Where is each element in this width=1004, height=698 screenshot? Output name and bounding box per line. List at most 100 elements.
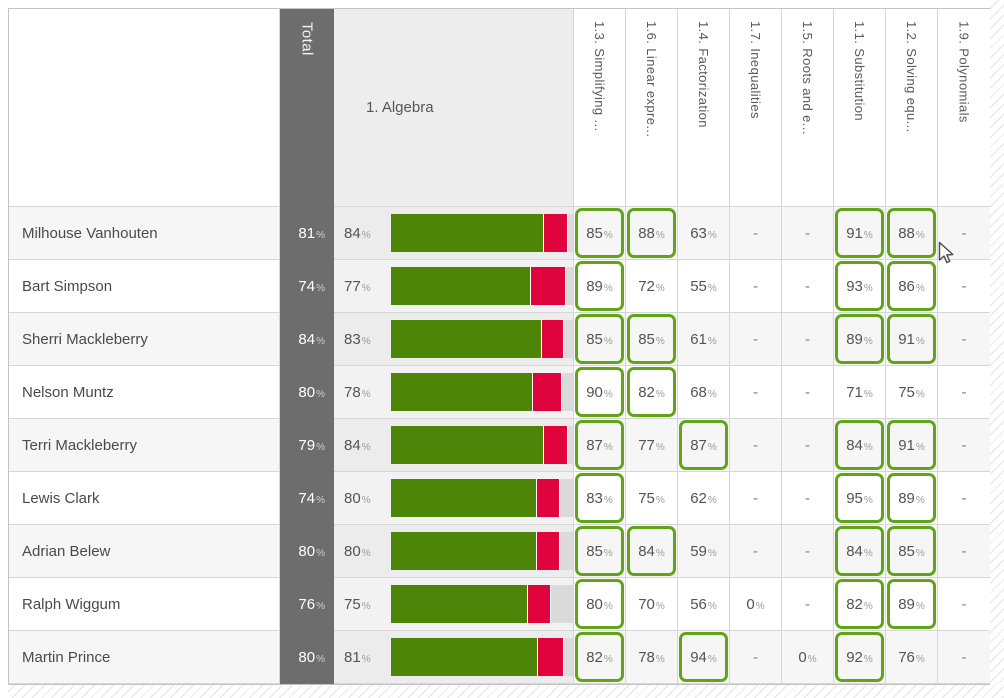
topic-score-cell[interactable]: - (782, 207, 834, 260)
algebra-score-cell[interactable]: 77% (334, 260, 574, 313)
topic-score-cell[interactable]: 85% (574, 313, 626, 366)
topic-score-cell[interactable]: 82% (574, 631, 626, 684)
topic-column-header[interactable]: 1.3. Simplifying ... (574, 9, 626, 207)
topic-score-cell[interactable]: 0% (730, 578, 782, 631)
topic-column-header[interactable]: 1.7. Inequalities (730, 9, 782, 207)
topic-score-cell[interactable]: - (938, 260, 990, 313)
topic-score-cell[interactable]: 88% (626, 207, 678, 260)
topic-score-cell[interactable]: 61% (678, 313, 730, 366)
student-name-cell[interactable]: Lewis Clark (9, 472, 280, 525)
student-name-cell[interactable]: Nelson Muntz (9, 366, 280, 419)
topic-score-cell[interactable]: - (730, 525, 782, 578)
topic-score-cell[interactable]: 82% (626, 366, 678, 419)
student-name-cell[interactable]: Adrian Belew (9, 525, 280, 578)
topic-score-cell[interactable]: 87% (574, 419, 626, 472)
topic-score-cell[interactable]: - (730, 366, 782, 419)
topic-score-cell[interactable]: 84% (626, 525, 678, 578)
topic-score-cell[interactable]: 82% (834, 578, 886, 631)
topic-score-cell[interactable]: 89% (574, 260, 626, 313)
algebra-score-cell[interactable]: 84% (334, 207, 574, 260)
student-name-cell[interactable]: Martin Prince (9, 631, 280, 684)
topic-score-cell[interactable]: 84% (834, 525, 886, 578)
topic-score-cell[interactable]: 77% (626, 419, 678, 472)
topic-score-cell[interactable]: 87% (678, 419, 730, 472)
topic-column-header[interactable]: 1.9. Polynomials (938, 9, 990, 207)
topic-score-cell[interactable]: 56% (678, 578, 730, 631)
topic-score-cell[interactable]: - (938, 207, 990, 260)
topic-score-cell[interactable]: - (782, 472, 834, 525)
topic-score-cell[interactable]: 71% (834, 366, 886, 419)
topic-score-cell[interactable]: - (730, 631, 782, 684)
algebra-score-cell[interactable]: 75% (334, 578, 574, 631)
topic-score-cell[interactable]: 78% (626, 631, 678, 684)
topic-score-cell[interactable]: 91% (834, 207, 886, 260)
topic-score-cell[interactable]: 85% (574, 207, 626, 260)
topic-score-cell[interactable]: - (782, 366, 834, 419)
algebra-score-cell[interactable]: 81% (334, 631, 574, 684)
topic-score-cell[interactable]: 75% (886, 366, 938, 419)
topic-column-header[interactable]: 1.1. Substitution (834, 9, 886, 207)
topic-score-cell[interactable]: 70% (626, 578, 678, 631)
topic-score-cell[interactable]: 0% (782, 631, 834, 684)
topic-score-cell[interactable]: - (938, 366, 990, 419)
topic-score-cell[interactable]: 85% (574, 525, 626, 578)
topic-column-header[interactable]: 1.4. Factorization (678, 9, 730, 207)
topic-score-cell[interactable]: 91% (886, 419, 938, 472)
student-name-cell[interactable]: Ralph Wiggum (9, 578, 280, 631)
topic-score-cell[interactable]: - (730, 313, 782, 366)
topic-column-header[interactable]: 1.6. Linear expre... (626, 9, 678, 207)
topic-score-cell[interactable]: 92% (834, 631, 886, 684)
topic-score-cell[interactable]: - (782, 578, 834, 631)
topic-score-cell[interactable]: 63% (678, 207, 730, 260)
topic-column-header[interactable]: 1.5. Roots and e... (782, 9, 834, 207)
student-name-cell[interactable]: Sherri Mackleberry (9, 313, 280, 366)
algebra-column-header[interactable]: 1. Algebra (334, 9, 574, 207)
algebra-score-cell[interactable]: 80% (334, 525, 574, 578)
topic-score-cell[interactable]: 84% (834, 419, 886, 472)
topic-score-cell[interactable]: - (730, 472, 782, 525)
algebra-score-cell[interactable]: 84% (334, 419, 574, 472)
topic-score-cell[interactable]: 89% (886, 472, 938, 525)
topic-score-cell[interactable]: 88% (886, 207, 938, 260)
topic-score-cell[interactable]: 76% (886, 631, 938, 684)
algebra-score-cell[interactable]: 83% (334, 313, 574, 366)
topic-score-cell[interactable]: - (730, 207, 782, 260)
topic-score-cell[interactable]: - (782, 313, 834, 366)
total-column-header[interactable]: Total (280, 9, 334, 207)
algebra-score-cell[interactable]: 78% (334, 366, 574, 419)
topic-score-cell[interactable]: - (938, 313, 990, 366)
topic-score-cell[interactable]: - (782, 260, 834, 313)
topic-score-cell[interactable]: 89% (886, 578, 938, 631)
topic-score-cell[interactable]: - (782, 525, 834, 578)
topic-score-cell[interactable]: 93% (834, 260, 886, 313)
topic-score-cell[interactable]: - (938, 631, 990, 684)
topic-score-cell[interactable]: - (938, 472, 990, 525)
topic-score-cell[interactable]: 55% (678, 260, 730, 313)
student-name-cell[interactable]: Milhouse Vanhouten (9, 207, 280, 260)
topic-score-cell[interactable]: 86% (886, 260, 938, 313)
topic-score-cell[interactable]: - (782, 419, 834, 472)
topic-score-cell[interactable]: - (938, 525, 990, 578)
topic-score-cell[interactable]: 85% (886, 525, 938, 578)
topic-score-cell[interactable]: 94% (678, 631, 730, 684)
topic-score-cell[interactable]: 95% (834, 472, 886, 525)
topic-score-cell[interactable]: 83% (574, 472, 626, 525)
topic-score-cell[interactable]: 80% (574, 578, 626, 631)
topic-score-cell[interactable]: 62% (678, 472, 730, 525)
topic-score-cell[interactable]: 75% (626, 472, 678, 525)
topic-score-cell[interactable]: 59% (678, 525, 730, 578)
student-name-cell[interactable]: Bart Simpson (9, 260, 280, 313)
student-name-cell[interactable]: Terri Mackleberry (9, 419, 280, 472)
topic-score-cell[interactable]: 91% (886, 313, 938, 366)
algebra-score-cell[interactable]: 80% (334, 472, 574, 525)
topic-score-cell[interactable]: - (730, 260, 782, 313)
topic-score-cell[interactable]: - (938, 578, 990, 631)
topic-score-cell[interactable]: 68% (678, 366, 730, 419)
topic-score-cell[interactable]: 90% (574, 366, 626, 419)
topic-score-cell[interactable]: 72% (626, 260, 678, 313)
topic-score-cell[interactable]: 89% (834, 313, 886, 366)
topic-score-cell[interactable]: 85% (626, 313, 678, 366)
topic-column-header[interactable]: 1.2. Solving equ... (886, 9, 938, 207)
topic-score-cell[interactable]: - (730, 419, 782, 472)
topic-score-cell[interactable]: - (938, 419, 990, 472)
